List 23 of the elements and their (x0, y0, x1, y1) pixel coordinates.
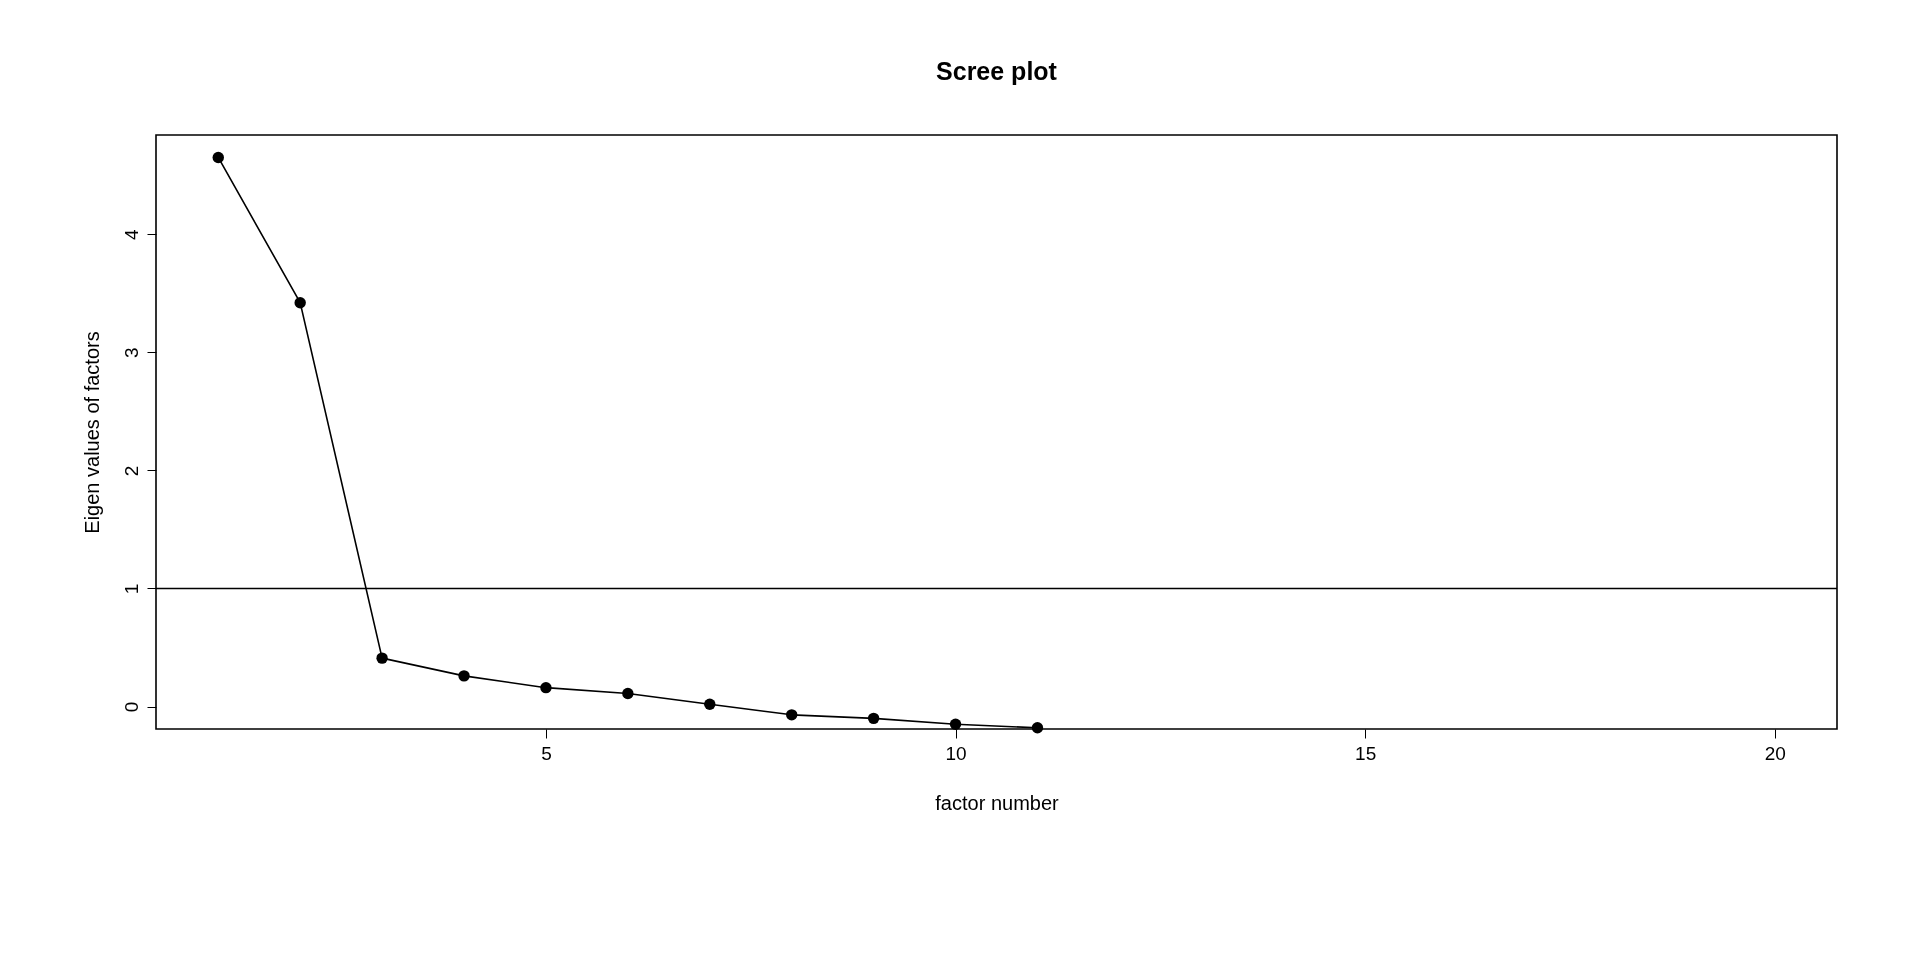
y-axis-title: Eigen values of factors (80, 331, 103, 534)
y-tick-label: 0 (120, 701, 142, 713)
chart-title: Scree plot (936, 57, 1058, 85)
point (540, 681, 552, 694)
point (867, 712, 880, 725)
point (212, 151, 224, 164)
point (294, 297, 306, 309)
point (949, 718, 962, 730)
y-tick-label: 1 (120, 583, 142, 595)
x-tick-label: 5 (541, 742, 552, 764)
x-axis-title: factor number (935, 791, 1060, 814)
y-tick-label: 2 (120, 465, 142, 477)
point (376, 652, 388, 664)
y-tick-label: 3 (120, 347, 142, 359)
point (786, 709, 798, 721)
x-tick-label: 10 (945, 742, 967, 764)
point (1031, 722, 1044, 734)
x-tick-label: 20 (1764, 742, 1786, 764)
y-tick-label: 4 (120, 228, 142, 240)
point (622, 687, 634, 700)
point (704, 698, 716, 710)
x-tick-label: 15 (1355, 742, 1377, 764)
point (458, 670, 470, 682)
